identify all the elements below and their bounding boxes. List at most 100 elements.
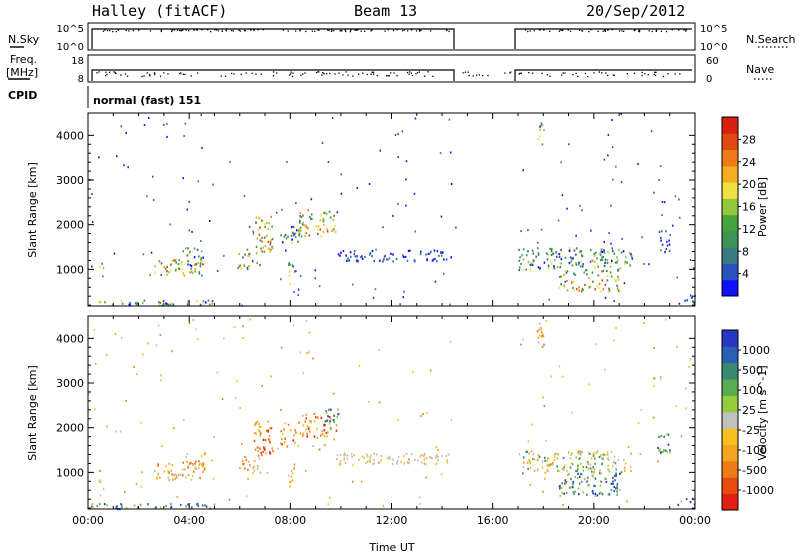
echo-cell [413,192,416,195]
echo-cell [187,300,190,303]
echo-cell [173,474,176,477]
echo-cell [258,217,260,220]
echo-cell [128,303,131,306]
echo-cell [365,461,367,465]
echo-cell [603,158,606,161]
echo-cell [167,476,170,479]
echo-cell [207,299,210,302]
echo-cell [436,250,439,253]
echo-cell [191,230,193,233]
echo-cell [594,485,597,488]
noise-dot [115,30,117,33]
nave-dot [366,73,368,76]
echo-cell [133,504,136,507]
echo-cell [406,259,409,262]
echo-cell [552,252,554,255]
power-frame [87,112,696,307]
echo-cell [569,256,572,259]
echo-cell [350,453,353,456]
echo-cell [663,435,665,438]
noise-dot [287,30,289,32]
echo-cell [378,401,381,404]
echo-cell [537,138,540,141]
echo-cell [199,476,201,480]
echo-cell [547,253,549,256]
echo-cell [259,226,261,229]
echo-cell [339,460,342,463]
echo-cell [309,421,312,424]
echo-cell [553,267,556,270]
echo-cell [255,216,258,219]
echo-cell [692,267,695,270]
echo-cell [539,125,541,128]
echo-cell [268,247,271,250]
echo-cell [518,453,521,456]
echo-cell [522,466,525,469]
echo-cell [177,473,180,477]
echo-cell [325,213,328,216]
echo-cell [361,257,364,260]
echo-cell [198,271,201,274]
echo-cell [606,274,609,278]
noise-dot [360,30,362,32]
echo-cell [129,302,131,304]
echo-cell [575,234,577,237]
noise-dot [651,30,653,33]
echo-cell [618,248,620,251]
echo-cell [283,235,286,238]
noise-dot [185,29,187,31]
echo-cell [617,278,620,281]
echo-cell [204,504,206,507]
echo-cell [328,416,331,419]
echo-cell [541,335,543,338]
noise-dot [597,30,599,32]
echo-cell [620,251,623,254]
echo-cell [543,405,546,407]
echo-cell [339,453,342,456]
noise-dot [125,29,127,32]
echo-cell [321,141,324,144]
colorbar-segment [722,477,738,495]
echo-cell [256,446,259,449]
echo-cell [196,248,199,251]
echo-cell [422,413,424,415]
echo-cell [320,235,322,238]
echo-cell [187,503,189,506]
echo-cell [216,270,219,272]
echo-cell [170,505,173,508]
echo-cell [306,432,308,435]
noise-dot [257,29,259,31]
echo-cell [248,225,251,228]
echo-cell [614,479,616,482]
echo-cell [149,273,151,276]
noise-dot [611,29,613,31]
echo-cell [267,420,269,423]
echo-cell [580,480,583,483]
echo-cell [551,248,554,251]
echo-cell [245,495,248,498]
echo-cell [631,257,634,260]
echo-cell [552,461,554,465]
colorbar-segment [722,149,738,167]
echo-cell [124,491,126,494]
echo-cell [599,252,601,255]
echo-cell [293,291,295,294]
echo-cell [575,247,578,250]
echo-cell [653,377,656,380]
echo-cell [197,262,199,265]
nave-dot [196,72,199,74]
echo-cell [397,132,399,135]
echo-cell [187,263,189,266]
colorbar-tick-label: 12 [742,223,756,236]
echo-cell [298,227,301,230]
echo-cell [135,483,138,485]
noise-dot [104,29,106,31]
echo-cell [287,235,289,238]
echo-cell [527,250,529,253]
echo-cell [264,446,266,449]
echo-cell [580,252,582,255]
echo-cell [344,461,347,464]
echo-cell [343,453,345,456]
echo-cell [257,465,259,468]
noise-dot [314,30,316,32]
